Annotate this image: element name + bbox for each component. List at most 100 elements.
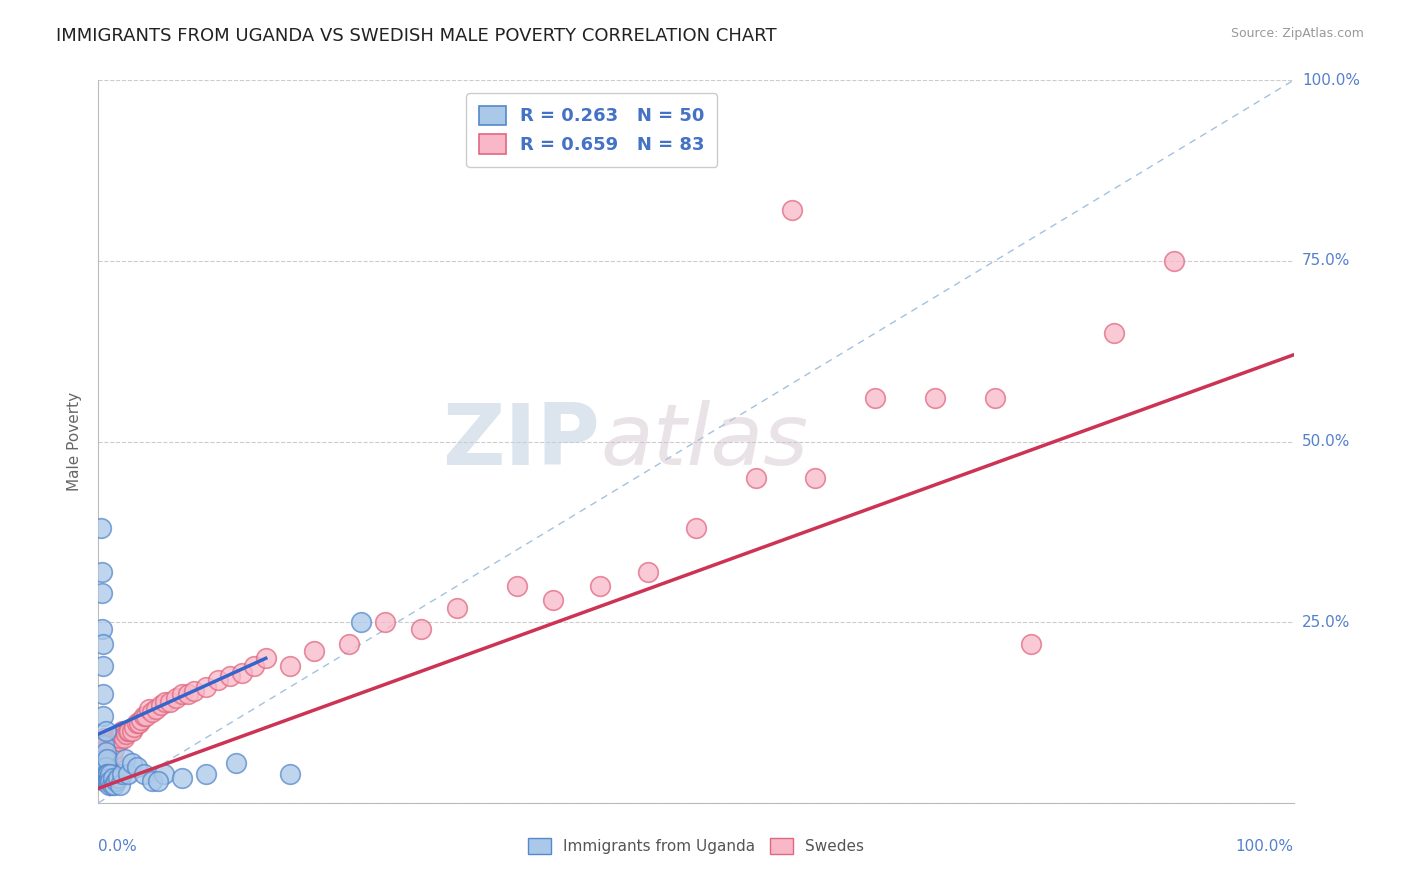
Point	[94, 738, 117, 752]
Point	[98, 738, 122, 752]
Point	[93, 760, 115, 774]
Point	[780, 203, 803, 218]
Point	[96, 752, 118, 766]
Point	[91, 752, 114, 766]
Point	[1019, 637, 1042, 651]
Point	[165, 691, 187, 706]
Point	[278, 767, 301, 781]
Point	[132, 767, 155, 781]
Point	[104, 734, 127, 748]
Point	[91, 586, 114, 600]
Point	[745, 470, 768, 484]
Point	[114, 723, 136, 738]
Point	[243, 658, 266, 673]
Point	[141, 774, 163, 789]
Point	[685, 521, 707, 535]
Point	[98, 741, 121, 756]
Y-axis label: Male Poverty: Male Poverty	[67, 392, 83, 491]
Point	[90, 767, 112, 781]
Point	[90, 756, 112, 770]
Point	[91, 760, 114, 774]
Point	[93, 745, 115, 759]
Point	[91, 623, 114, 637]
Point	[93, 774, 115, 789]
Point	[172, 687, 194, 701]
Point	[105, 731, 128, 745]
Point	[1163, 253, 1185, 268]
Point	[93, 767, 115, 781]
Point	[94, 723, 117, 738]
Point	[125, 716, 148, 731]
Point	[97, 738, 120, 752]
Point	[100, 748, 122, 763]
Point	[121, 756, 143, 770]
Text: 0.0%: 0.0%	[98, 838, 138, 854]
Point	[98, 767, 122, 781]
Point	[132, 709, 155, 723]
Point	[219, 669, 242, 683]
Text: Source: ZipAtlas.com: Source: ZipAtlas.com	[1230, 27, 1364, 40]
Point	[90, 521, 112, 535]
Point	[98, 756, 121, 770]
Point	[94, 764, 117, 778]
Point	[91, 637, 114, 651]
Point	[118, 723, 141, 738]
Point	[225, 756, 247, 770]
Point	[117, 723, 139, 738]
Point	[195, 767, 218, 781]
Point	[96, 774, 118, 789]
Point	[97, 767, 120, 781]
Point	[865, 391, 887, 405]
Point	[107, 731, 129, 745]
Point	[141, 706, 163, 720]
Point	[339, 637, 361, 651]
Point	[125, 760, 148, 774]
Legend: Immigrants from Uganda, Swedes: Immigrants from Uganda, Swedes	[522, 832, 870, 860]
Point	[110, 727, 132, 741]
Text: 50.0%: 50.0%	[1302, 434, 1350, 449]
Point	[107, 734, 129, 748]
Point	[101, 731, 124, 745]
Point	[541, 593, 564, 607]
Point	[1104, 326, 1126, 340]
Point	[93, 752, 115, 766]
Point	[91, 687, 114, 701]
Point	[138, 702, 160, 716]
Point	[93, 767, 115, 781]
Point	[103, 778, 125, 792]
Point	[111, 767, 134, 781]
Point	[91, 764, 114, 778]
Point	[302, 644, 325, 658]
Text: 25.0%: 25.0%	[1302, 615, 1350, 630]
Point	[91, 709, 114, 723]
Point	[131, 713, 153, 727]
Point	[93, 738, 115, 752]
Point	[177, 687, 200, 701]
Point	[108, 731, 131, 745]
Point	[195, 680, 218, 694]
Point	[94, 760, 117, 774]
Point	[111, 723, 134, 738]
Point	[148, 774, 170, 789]
Point	[97, 774, 120, 789]
Point	[589, 579, 612, 593]
Point	[112, 731, 135, 745]
Point	[107, 771, 129, 785]
Text: IMMIGRANTS FROM UGANDA VS SWEDISH MALE POVERTY CORRELATION CHART: IMMIGRANTS FROM UGANDA VS SWEDISH MALE P…	[56, 27, 778, 45]
Point	[91, 738, 114, 752]
Point	[94, 771, 117, 785]
Point	[100, 778, 122, 792]
Point	[924, 391, 946, 405]
Point	[97, 752, 120, 766]
Text: ZIP: ZIP	[443, 400, 600, 483]
Point	[804, 470, 827, 484]
Point	[121, 723, 143, 738]
Point	[96, 756, 118, 770]
Point	[93, 760, 115, 774]
Point	[101, 771, 124, 785]
Point	[172, 771, 194, 785]
Point	[637, 565, 659, 579]
Point	[93, 760, 115, 774]
Point	[153, 767, 176, 781]
Point	[374, 615, 396, 630]
